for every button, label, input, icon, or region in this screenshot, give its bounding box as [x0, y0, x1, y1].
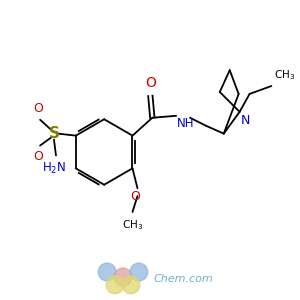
Text: NH: NH — [177, 117, 195, 130]
Text: CH$_3$: CH$_3$ — [274, 68, 296, 82]
Text: Chem.com: Chem.com — [154, 274, 214, 284]
Circle shape — [122, 276, 140, 294]
Circle shape — [98, 263, 116, 281]
Text: O: O — [145, 76, 156, 90]
Circle shape — [130, 263, 148, 281]
Text: O: O — [33, 151, 43, 164]
Text: CH$_3$: CH$_3$ — [122, 218, 143, 232]
Circle shape — [106, 276, 124, 294]
Text: S: S — [49, 126, 59, 141]
Text: N: N — [241, 114, 250, 127]
Text: H$_2$N: H$_2$N — [42, 160, 66, 175]
Circle shape — [114, 268, 132, 286]
Text: O: O — [33, 102, 43, 115]
Text: O: O — [130, 190, 140, 203]
